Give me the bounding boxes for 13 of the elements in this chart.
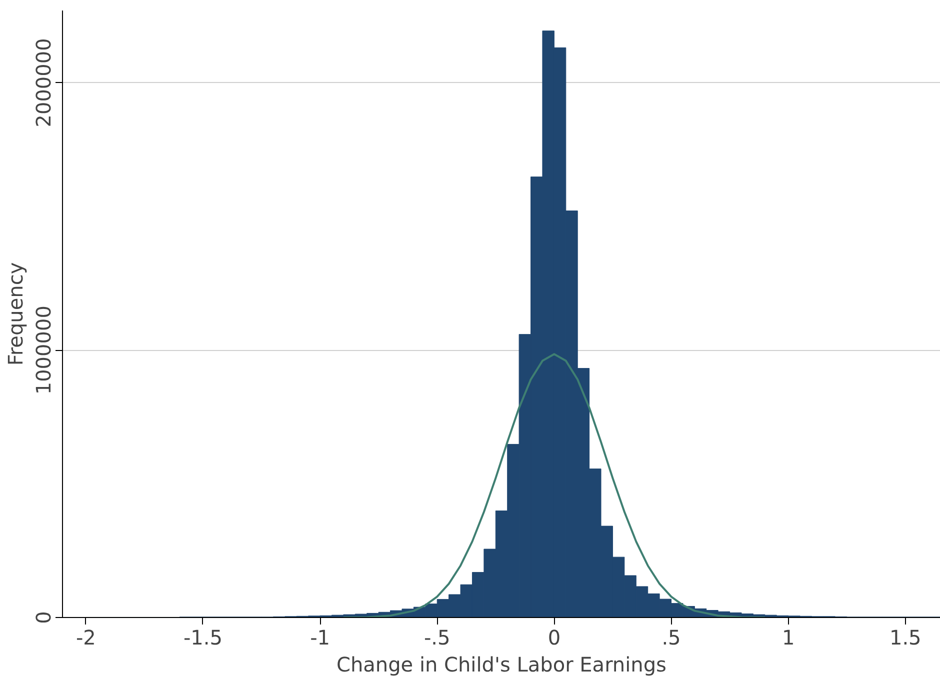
- x-tick-label: .5: [662, 626, 681, 650]
- y-tick-label: 0: [32, 611, 56, 624]
- x-tick-label: -1: [310, 626, 330, 650]
- x-tick-label: 1.5: [889, 626, 922, 650]
- x-axis-title: Change in Child's Labor Earnings: [336, 652, 666, 676]
- y-tick-label: 1000000: [32, 306, 56, 395]
- y-axis-title: Frequency: [4, 262, 28, 366]
- x-tick-label: -1.5: [183, 626, 222, 650]
- y-tick-label: 2000000: [32, 38, 56, 128]
- x-tick-label: -.5: [424, 626, 450, 650]
- x-tick-label: 1: [782, 626, 795, 650]
- x-tick-label: -2: [76, 626, 96, 650]
- x-tick-label: 0: [548, 626, 561, 650]
